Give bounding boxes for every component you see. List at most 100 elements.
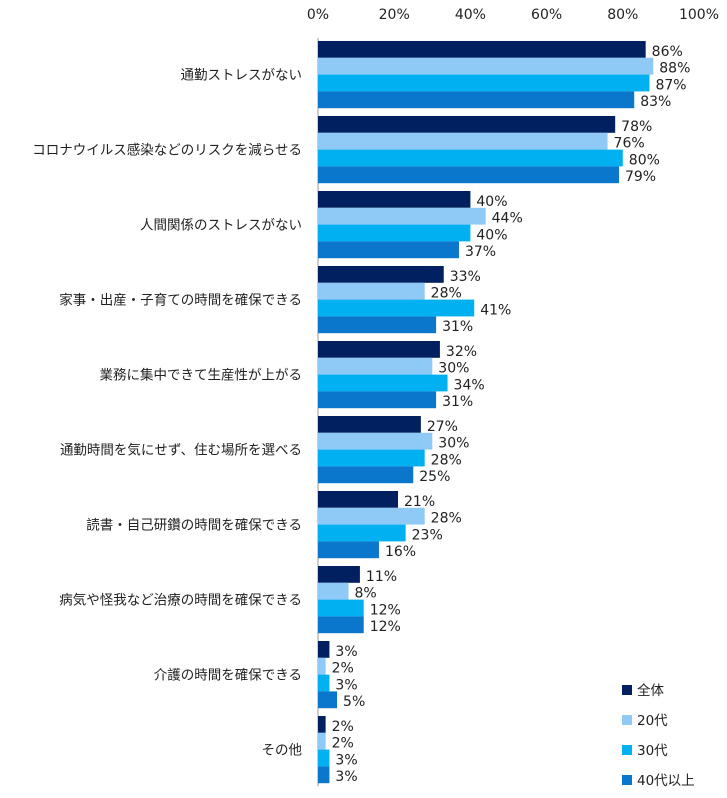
category-label: その他 bbox=[262, 743, 303, 759]
legend-swatch bbox=[622, 745, 632, 755]
data-label: 87% bbox=[655, 77, 686, 93]
bar bbox=[318, 641, 330, 658]
bar bbox=[318, 749, 330, 767]
bar bbox=[318, 657, 326, 675]
data-label: 16% bbox=[385, 544, 416, 560]
category-label: 人間関係のストレスがない bbox=[140, 218, 302, 234]
bar bbox=[318, 566, 360, 583]
data-label: 2% bbox=[332, 661, 354, 677]
data-label: 83% bbox=[640, 94, 671, 110]
data-label: 3% bbox=[335, 769, 357, 785]
data-label: 79% bbox=[625, 169, 656, 185]
x-tick-label: 60% bbox=[531, 7, 562, 23]
data-label: 86% bbox=[652, 44, 683, 60]
data-label: 3% bbox=[335, 677, 357, 693]
legend-label: 20代 bbox=[637, 713, 668, 729]
data-label: 80% bbox=[629, 152, 660, 168]
data-label: 2% bbox=[332, 736, 354, 752]
bar bbox=[318, 166, 619, 184]
data-label: 76% bbox=[614, 136, 645, 152]
data-label: 88% bbox=[659, 61, 690, 77]
category-label: 読書・自己研鑽の時間を確保できる bbox=[86, 518, 302, 534]
data-label: 34% bbox=[454, 377, 485, 393]
data-label: 25% bbox=[419, 469, 450, 485]
data-label: 40% bbox=[476, 194, 507, 210]
category-label: コロナウイルス感染などのリスクを減らせる bbox=[32, 142, 302, 159]
x-tick-label: 100% bbox=[679, 7, 719, 23]
bar bbox=[318, 599, 364, 617]
legend-label: 40代以上 bbox=[637, 773, 695, 789]
bar bbox=[318, 341, 440, 358]
x-tick-label: 0% bbox=[307, 7, 329, 23]
bar bbox=[318, 41, 646, 58]
data-label: 8% bbox=[354, 586, 376, 602]
bar bbox=[318, 132, 608, 150]
bar bbox=[318, 241, 459, 259]
bar bbox=[318, 582, 349, 600]
legend-label: 30代 bbox=[637, 743, 668, 759]
bar bbox=[318, 616, 364, 634]
bar bbox=[318, 224, 471, 242]
bar bbox=[318, 524, 406, 542]
x-tick-label: 40% bbox=[455, 7, 486, 23]
data-label: 33% bbox=[450, 269, 481, 285]
bar bbox=[318, 491, 399, 508]
x-tick-label: 80% bbox=[607, 7, 638, 23]
data-label: 5% bbox=[343, 694, 365, 710]
bar bbox=[318, 191, 471, 208]
data-label: 30% bbox=[438, 436, 469, 452]
bar bbox=[318, 541, 379, 559]
bar bbox=[318, 732, 326, 750]
data-label: 30% bbox=[438, 361, 469, 377]
data-label: 23% bbox=[412, 527, 443, 543]
category-label: 通勤時間を気にせず、住む場所を選べる bbox=[60, 443, 302, 459]
bar bbox=[318, 674, 330, 692]
legend-swatch bbox=[622, 775, 632, 785]
data-label: 2% bbox=[332, 719, 354, 735]
bar bbox=[318, 266, 444, 283]
data-label: 21% bbox=[404, 494, 435, 510]
category-label: 通勤ストレスがない bbox=[181, 68, 303, 84]
data-label: 31% bbox=[442, 394, 473, 410]
data-label: 12% bbox=[370, 602, 401, 618]
bar bbox=[318, 466, 414, 484]
data-label: 44% bbox=[492, 211, 523, 227]
data-label: 27% bbox=[427, 419, 458, 435]
data-label: 11% bbox=[366, 569, 397, 585]
bar bbox=[318, 357, 433, 375]
x-tick-label: 20% bbox=[379, 7, 410, 23]
legend-swatch bbox=[622, 715, 632, 725]
bar bbox=[318, 91, 635, 109]
data-label: 3% bbox=[335, 752, 357, 768]
bar bbox=[318, 432, 433, 450]
legend-swatch bbox=[622, 685, 632, 695]
data-label: 3% bbox=[335, 644, 357, 660]
category-label: 家事・出産・子育ての時間を確保できる bbox=[59, 292, 302, 309]
data-label: 28% bbox=[431, 286, 462, 302]
bar bbox=[318, 282, 425, 300]
bar bbox=[318, 716, 326, 733]
bar bbox=[318, 391, 437, 409]
bar bbox=[318, 449, 425, 467]
bar bbox=[318, 207, 486, 225]
bar bbox=[318, 374, 448, 392]
legend-label: 全体 bbox=[637, 682, 665, 699]
data-label: 28% bbox=[431, 452, 462, 468]
bar bbox=[318, 416, 421, 433]
bar bbox=[318, 149, 623, 167]
data-label: 31% bbox=[442, 319, 473, 335]
bar bbox=[318, 57, 654, 75]
bar bbox=[318, 507, 425, 525]
category-label: 業務に集中できて生産性が上がる bbox=[100, 368, 303, 384]
bar bbox=[318, 74, 650, 92]
data-label: 28% bbox=[431, 511, 462, 527]
data-label: 41% bbox=[480, 302, 511, 318]
data-label: 40% bbox=[476, 227, 507, 243]
bar bbox=[318, 299, 475, 317]
data-label: 12% bbox=[370, 619, 401, 635]
bar bbox=[318, 316, 437, 334]
bar bbox=[318, 691, 338, 709]
data-label: 37% bbox=[465, 244, 496, 260]
